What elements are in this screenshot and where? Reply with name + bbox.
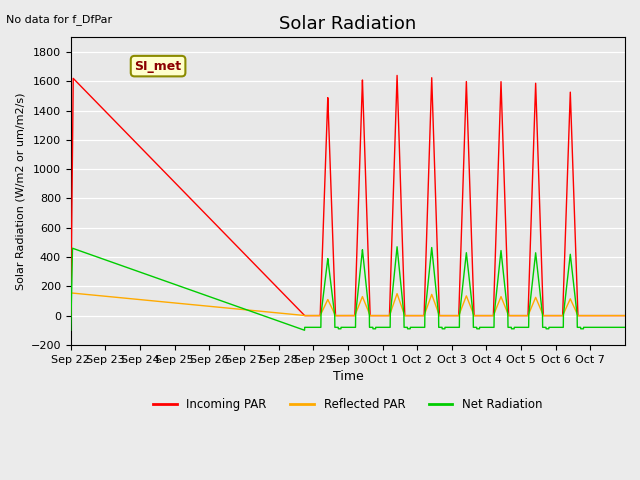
Legend: Incoming PAR, Reflected PAR, Net Radiation: Incoming PAR, Reflected PAR, Net Radiati… [148,394,547,416]
Text: SI_met: SI_met [134,60,182,72]
X-axis label: Time: Time [333,370,364,383]
Text: No data for f_DfPar: No data for f_DfPar [6,14,113,25]
Title: Solar Radiation: Solar Radiation [279,15,417,33]
Y-axis label: Solar Radiation (W/m2 or um/m2/s): Solar Radiation (W/m2 or um/m2/s) [15,92,25,290]
